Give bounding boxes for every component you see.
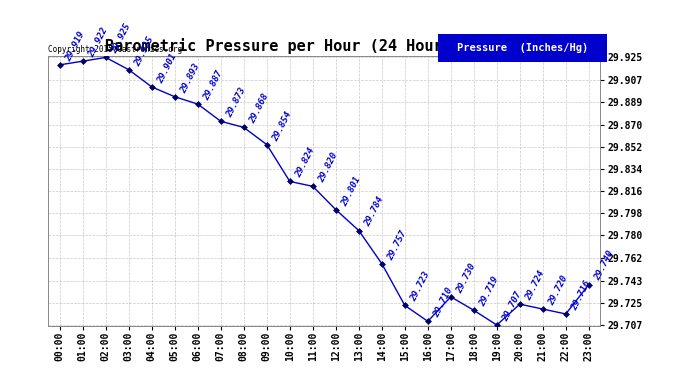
Text: 29.710: 29.710 <box>432 286 455 319</box>
Text: 29.707: 29.707 <box>501 290 524 323</box>
Text: 29.820: 29.820 <box>317 152 339 184</box>
Text: 29.724: 29.724 <box>524 269 546 302</box>
Text: 29.757: 29.757 <box>386 229 408 261</box>
Text: 29.720: 29.720 <box>547 274 570 307</box>
Text: 29.784: 29.784 <box>363 195 386 228</box>
Text: Copyright 2015 Castronics.org: Copyright 2015 Castronics.org <box>48 45 182 54</box>
Text: 29.915: 29.915 <box>133 35 156 68</box>
Text: 29.925: 29.925 <box>110 22 132 55</box>
Text: 29.901: 29.901 <box>156 52 179 85</box>
Text: 29.801: 29.801 <box>340 175 363 207</box>
Text: 29.740: 29.740 <box>593 249 615 282</box>
Text: 29.887: 29.887 <box>202 69 225 102</box>
Text: 29.868: 29.868 <box>248 93 270 125</box>
Text: 29.919: 29.919 <box>64 30 87 63</box>
Text: 29.873: 29.873 <box>225 86 248 119</box>
Text: 29.723: 29.723 <box>409 270 432 303</box>
Title: Barometric Pressure per Hour (24 Hours) 20150917: Barometric Pressure per Hour (24 Hours) … <box>106 38 543 54</box>
Text: 29.922: 29.922 <box>87 26 110 59</box>
Text: 29.824: 29.824 <box>294 147 317 179</box>
Text: 29.730: 29.730 <box>455 262 477 295</box>
Text: 29.716: 29.716 <box>570 279 593 312</box>
Text: Pressure  (Inches/Hg): Pressure (Inches/Hg) <box>457 43 589 53</box>
Text: 29.893: 29.893 <box>179 62 201 94</box>
Text: 29.854: 29.854 <box>271 110 294 142</box>
Text: 29.719: 29.719 <box>478 275 501 308</box>
